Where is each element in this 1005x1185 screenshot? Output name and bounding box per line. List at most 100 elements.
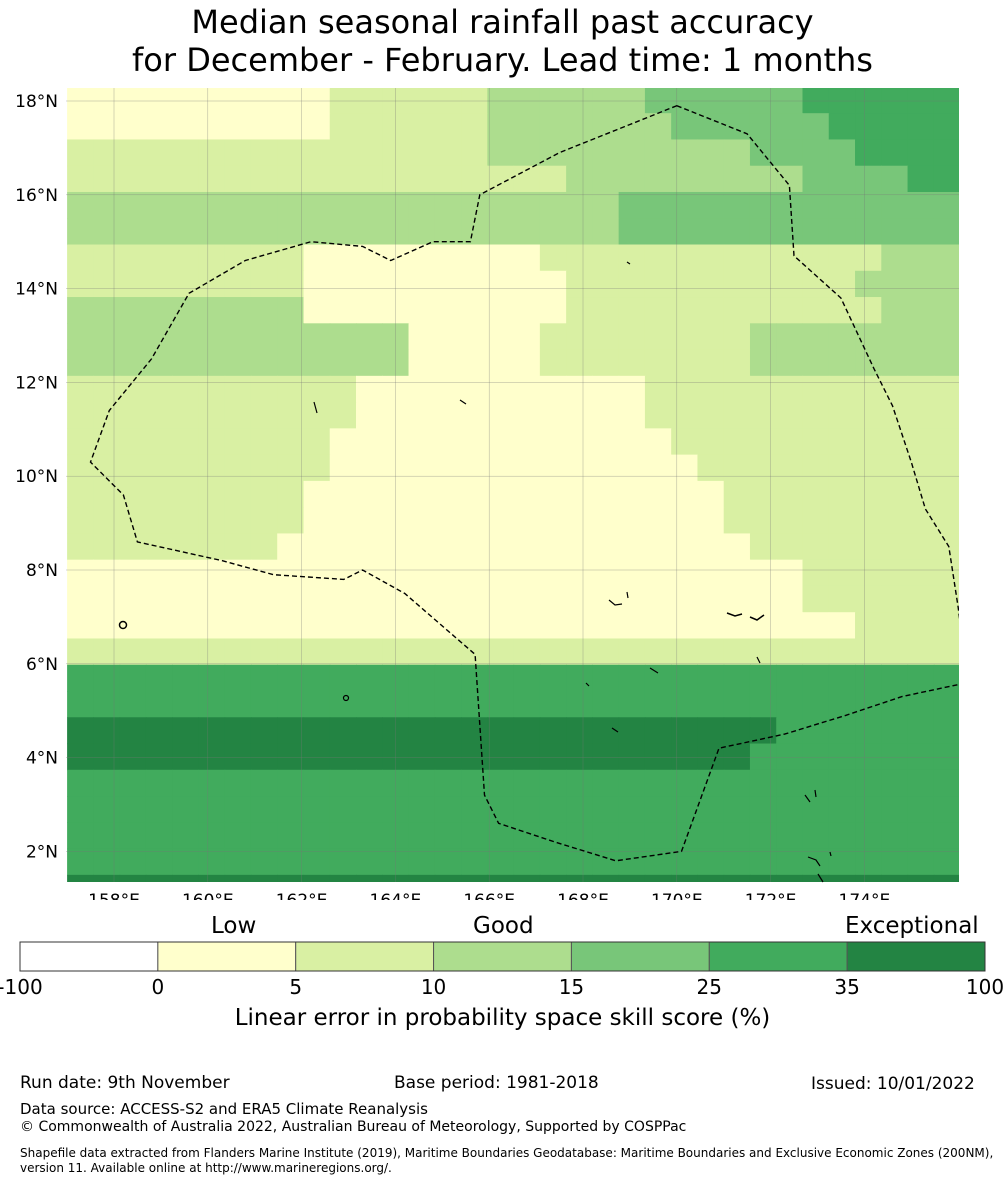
skill-cell [303,297,331,324]
skill-cell [855,244,882,272]
skill-cell [434,612,462,640]
skill-cell [250,664,278,692]
skill-cell [277,638,305,666]
skill-cell [119,507,147,535]
skill-cell [93,717,121,745]
skill-cell [802,743,830,771]
skill-cell [828,717,856,745]
skill-cell [723,454,751,482]
skill-cell [881,165,909,193]
skill-cell [67,848,94,876]
skill-cell [671,480,699,508]
skill-cell [277,796,305,823]
skill-cell [855,533,882,561]
colorbar-tick-label: 5 [289,975,303,999]
skill-cell [513,88,541,114]
skill-cell [802,769,830,797]
skill-cell [881,874,909,882]
skill-cell [907,191,935,219]
skill-cell [408,218,436,246]
skill-cell [828,480,856,508]
skill-cell [434,402,462,429]
skill-cell [960,402,987,429]
skill-cell [303,769,331,797]
skill-cell [907,822,935,850]
skill-cell [356,270,383,298]
skill-cell [461,113,488,141]
skill-cell [986,717,1005,744]
skill-cell [67,297,94,324]
island-outline [807,851,832,883]
skill-cell [513,612,541,640]
skill-cell [776,270,804,298]
skill-cell [539,191,567,219]
skill-cell [356,428,383,456]
skill-cell [224,165,252,193]
skill-cell [303,428,331,456]
skill-cell [723,796,751,823]
skill-cell [855,638,882,666]
skill-cell [277,113,305,141]
skill-cell [776,533,804,561]
skill-cell [434,270,462,298]
skill-cell [828,218,856,246]
skill-cell [960,717,987,744]
skill-cell [960,507,987,534]
skill-cell [828,691,856,718]
skill-cell [539,533,567,561]
skill-cell [461,664,488,692]
skill-cell [828,559,856,587]
skill-cell [644,191,672,219]
skill-cell [618,218,646,246]
skill-cell [250,323,278,351]
skill-cell [172,585,200,613]
skill-cell [723,297,751,324]
skill-cell [855,297,882,324]
skill-cell [749,323,777,351]
skill-cell [592,822,620,850]
skill-cell [776,139,804,167]
skill-cell [224,559,252,587]
skill-cell [539,139,567,167]
skill-cell [539,349,567,377]
skill-cell [960,875,987,900]
skill-cell [566,585,593,613]
skill-cell [539,691,567,718]
skill-cell [828,428,856,456]
skill-cell [224,402,252,429]
skill-cell [382,769,410,797]
skill-cell [907,691,935,718]
skill-cell [539,743,567,771]
skill-cell [224,848,252,876]
skill-cell [618,796,646,823]
skill-cell [539,375,567,403]
skill-cell [93,691,121,718]
skill-cell [566,507,593,535]
skill-cell [145,218,173,246]
colorbar-swatch [433,941,572,972]
skill-cell [119,638,147,666]
skill-cell [461,402,488,429]
skill-cell [172,691,200,718]
skill-cell [907,769,935,797]
skill-cell [250,691,278,718]
skill-cell [513,349,541,377]
skill-cell [303,244,331,272]
skill-cell [881,113,909,141]
skill-cell [224,480,252,508]
colorbar-swatch [295,941,435,972]
skill-cell [408,559,436,587]
skill-cell [434,480,462,508]
skill-cell [119,165,147,193]
skill-cell [172,349,200,377]
skill-cell [671,165,699,193]
skill-cell [408,848,436,876]
skill-cell [198,349,226,377]
skill-cell [618,454,646,482]
skill-cell [434,454,462,482]
skill-cell [145,139,173,167]
skill-cell [303,113,331,141]
skill-cell [434,323,462,351]
island-outline [608,591,629,606]
skill-cell [172,559,200,587]
